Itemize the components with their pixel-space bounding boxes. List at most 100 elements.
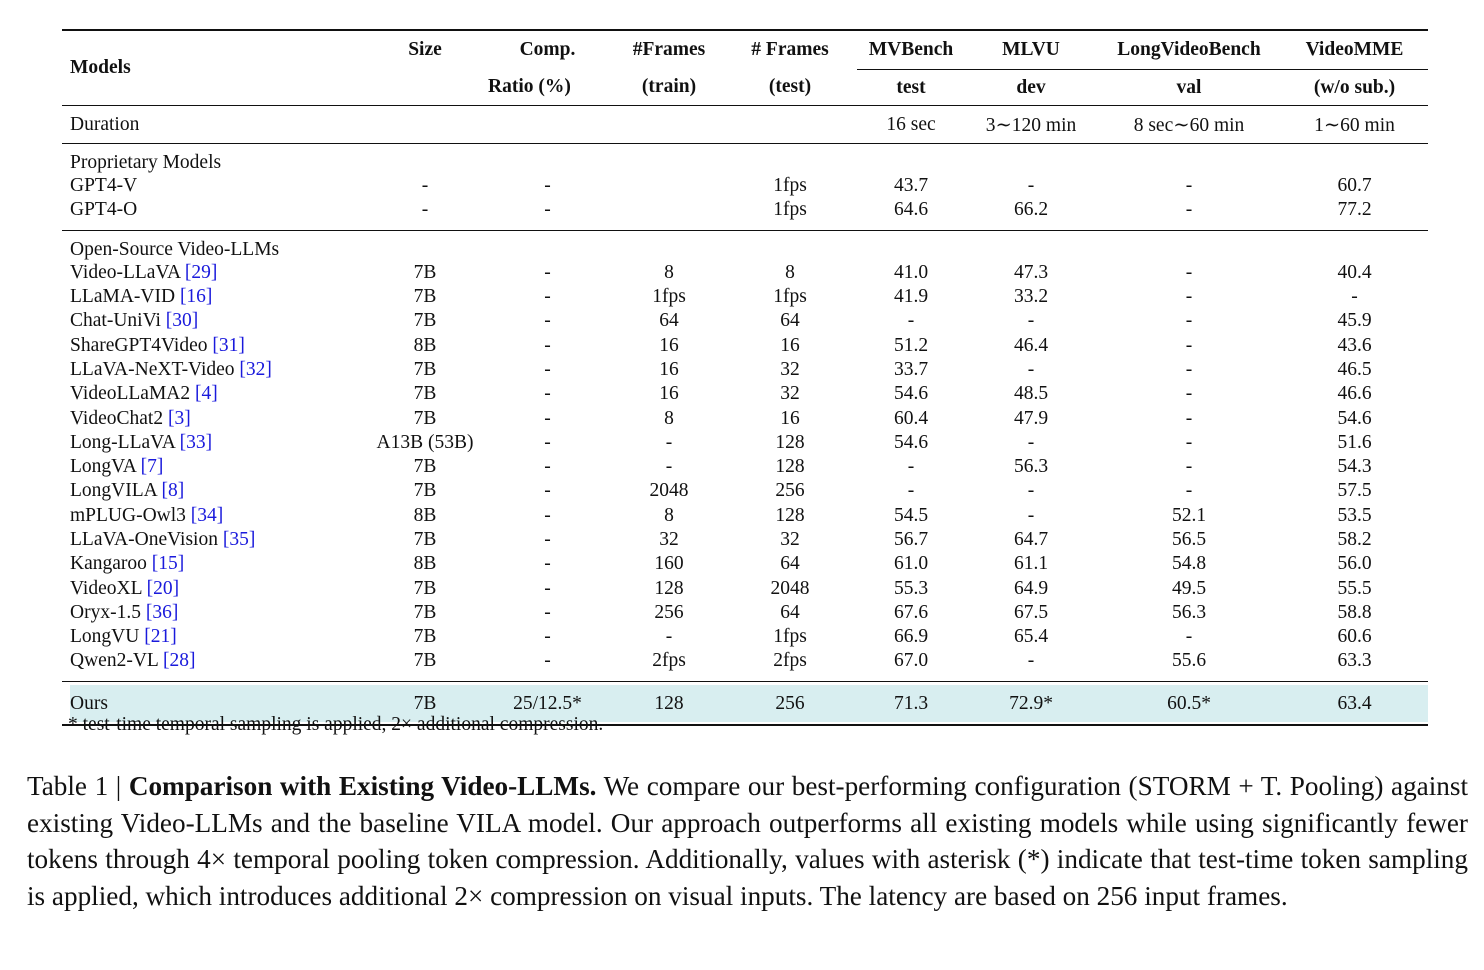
cell: -	[544, 407, 551, 429]
table-header: Models Size Comp. #Frames # Frames MVBench MLV…	[62, 30, 1428, 106]
cell: -	[544, 310, 551, 332]
cell: 52.1	[1171, 504, 1207, 526]
cell: -	[665, 456, 673, 478]
column-header: VideoMME	[1281, 30, 1428, 70]
column-header: MLVU	[965, 30, 1097, 70]
duration-label: Duration	[70, 113, 140, 135]
cell: -	[544, 601, 551, 623]
cell: 63.4	[1281, 681, 1428, 725]
cell: 256	[723, 681, 857, 725]
duration-row: Duration 16 sec 3∼120 min 8 sec∼60 min 1∼60 …	[62, 106, 1428, 144]
reference: [4]	[195, 383, 218, 405]
cell: 8	[664, 504, 674, 526]
cell: 7B	[413, 358, 437, 380]
table-row: ShareGPT4Video [31] 8B - 16 16 51.2 46.4 - 43.6	[62, 333, 1428, 357]
model-label: Long-LLaVA	[70, 431, 175, 453]
cell: -	[544, 358, 551, 380]
model-name: ShareGPT4Video [31]	[62, 333, 370, 357]
model-name: Oryx-1.5 [36]	[62, 601, 370, 625]
cell: -	[1027, 358, 1035, 380]
reference: [7]	[140, 456, 164, 478]
cell: -	[544, 175, 551, 197]
cell: 67.5	[1013, 601, 1049, 623]
cell: 60.4	[893, 407, 929, 429]
cell: 128	[615, 681, 723, 725]
cell: 1fps	[773, 199, 807, 221]
duration-value: 8 sec∼60 min	[1133, 114, 1245, 136]
cell: 46.6	[1337, 383, 1372, 405]
cell: -	[1185, 407, 1193, 429]
reference: [20]	[146, 577, 180, 599]
cell: 64	[659, 310, 679, 332]
cell: 66.9	[893, 626, 929, 648]
cell: 7B	[413, 456, 437, 478]
reference: [15]	[151, 553, 185, 575]
cell: 41.0	[893, 261, 929, 283]
cell: -	[1185, 261, 1193, 283]
section-row: Open-Source Video-LLMs	[62, 230, 1428, 261]
cell: -	[1185, 199, 1193, 221]
cell: 7B	[413, 407, 437, 429]
cell: 60.7	[1337, 175, 1372, 197]
table-row: GPT4-O - - 1fps 64.6 66.2 - 77.2	[62, 198, 1428, 222]
cell: 40.4	[1337, 261, 1372, 283]
reference: [36]	[145, 601, 179, 623]
model-label: Video-LLaVA	[70, 261, 181, 283]
cell: -	[544, 334, 551, 356]
cell: -	[1027, 175, 1035, 197]
cell: 2048	[770, 577, 810, 599]
cell: 7B	[413, 261, 437, 283]
cell	[370, 106, 480, 144]
duration-value: 16 sec	[886, 113, 936, 135]
cell	[480, 106, 615, 144]
cell: 16	[780, 407, 800, 429]
cell: -	[1185, 286, 1193, 308]
cell: 67.6	[893, 601, 929, 623]
model-name: GPT4-O	[62, 198, 370, 222]
spacer-cell	[62, 674, 1428, 682]
model-label: GPT4-O	[70, 199, 138, 221]
table-row: Qwen2-VL [28] 7B - 2fps 2fps 67.0 - 55.6 63.3	[62, 649, 1428, 673]
caption-text: We compare our best-performing configura…	[27, 771, 1469, 911]
cell: -	[1185, 626, 1193, 648]
table-row: Video-LLaVA [29] 7B - 8 8 41.0 47.3 - 40.4	[62, 261, 1428, 285]
model-name: LLaMA-VID [16]	[62, 285, 370, 309]
cell: 57.5	[1337, 480, 1372, 502]
model-label: VideoChat2	[70, 407, 164, 429]
column-subheader: val	[1176, 76, 1202, 98]
table-row: mPLUG-Owl3 [34] 8B - 8 128 54.5 - 52.1 53.5	[62, 504, 1428, 528]
cell: -	[544, 577, 551, 599]
cell: 77.2	[1337, 199, 1372, 221]
cell: 58.8	[1337, 601, 1372, 623]
model-name: GPT4-V	[62, 174, 370, 198]
reference: [21]	[144, 626, 177, 648]
column-subheader: (w/o sub.)	[1313, 76, 1396, 98]
cell: -	[544, 626, 551, 648]
cell: 7B	[413, 310, 437, 332]
cell: 56.5	[1171, 529, 1207, 550]
column-header: Comp.	[519, 39, 576, 61]
table-row: Kangaroo [15] 8B - 160 64 61.0 61.1 54.8 56.0	[62, 552, 1428, 576]
cell: 25/12.5*	[480, 681, 615, 725]
cell: 32	[780, 358, 800, 380]
reference: [33]	[179, 431, 213, 453]
cell: 7B	[370, 681, 480, 725]
cell: 41.9	[893, 286, 929, 308]
cell: -	[1185, 383, 1193, 405]
ours-row: Ours 7B 25/12.5* 128 256 71.3 72.9* 60.5* 63.4	[62, 681, 1428, 725]
table-row: VideoLLaMA2 [4] 7B - 16 32 54.6 48.5 - 46.6	[62, 382, 1428, 406]
cell: 56.3	[1013, 456, 1049, 478]
column-header: # Frames	[751, 39, 829, 61]
column-header: Models	[70, 57, 131, 78]
cell: -	[1027, 310, 1035, 332]
duration-value: 3∼120 min	[985, 114, 1077, 136]
cell: 46.4	[1013, 334, 1049, 356]
model-label: VideoLLaMA2	[70, 383, 191, 405]
table-row: LLaMA-VID [16] 7B - 1fps 1fps 41.9 33.2 - -	[62, 285, 1428, 309]
cell: 67.0	[893, 650, 929, 672]
cell: 8B	[413, 504, 437, 526]
reference: [34]	[190, 504, 224, 526]
cell: 48.5	[1013, 383, 1049, 405]
model-name: Video-LLaVA [29]	[62, 261, 370, 285]
